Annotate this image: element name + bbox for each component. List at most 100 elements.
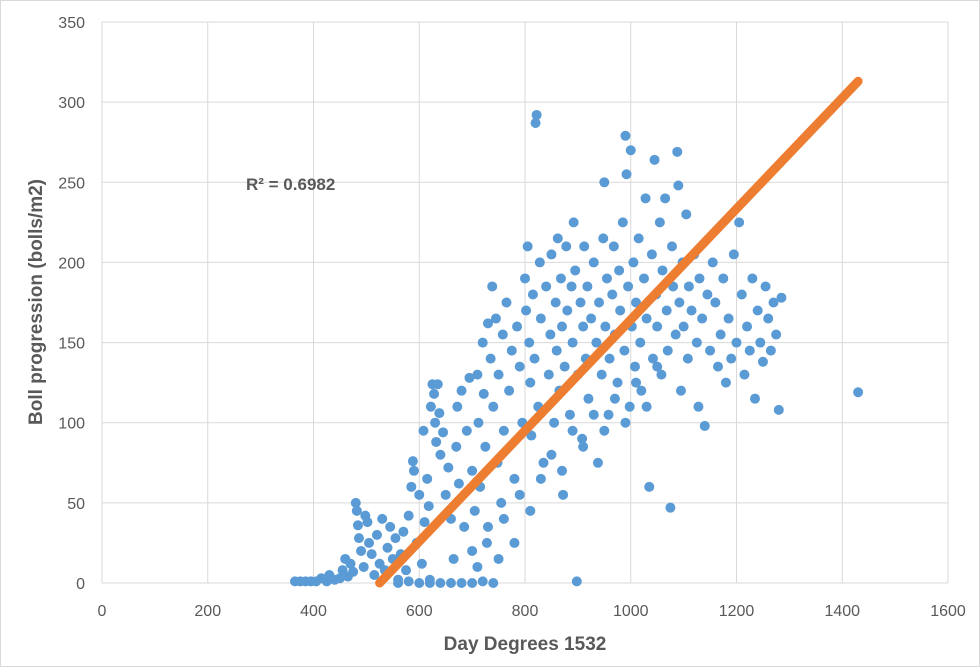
data-point	[521, 305, 532, 316]
data-point	[382, 542, 393, 553]
y-tick-label: 200	[58, 255, 85, 272]
data-point	[512, 321, 523, 332]
data-point	[448, 553, 459, 564]
data-point	[638, 273, 649, 284]
y-tick-label: 250	[58, 175, 85, 192]
data-point	[600, 321, 611, 332]
data-point	[467, 578, 478, 588]
data-point	[530, 117, 541, 128]
data-point	[675, 385, 686, 396]
data-point	[440, 489, 451, 500]
data-point	[534, 257, 545, 268]
data-point	[408, 465, 419, 476]
data-point	[496, 497, 507, 508]
data-point	[747, 273, 758, 284]
data-point	[401, 565, 412, 576]
data-point	[452, 401, 463, 412]
data-point	[567, 337, 578, 348]
data-point	[607, 289, 618, 300]
data-point	[599, 177, 610, 188]
data-point	[456, 385, 467, 396]
data-point	[652, 321, 663, 332]
data-point	[697, 313, 708, 324]
data-point	[744, 345, 755, 356]
data-point	[371, 529, 382, 540]
data-point	[594, 297, 605, 308]
data-point	[334, 573, 345, 584]
data-point	[578, 441, 589, 452]
data-point	[736, 289, 747, 300]
data-point	[461, 425, 472, 436]
data-point	[545, 329, 556, 340]
data-point	[445, 578, 456, 588]
data-point	[674, 297, 685, 308]
data-point	[647, 353, 658, 364]
trendline-layer	[375, 76, 863, 588]
data-point	[477, 337, 488, 348]
data-point	[549, 417, 560, 428]
data-point	[414, 489, 425, 500]
data-point	[557, 321, 568, 332]
data-point	[641, 401, 652, 412]
data-point	[728, 249, 739, 260]
data-point	[472, 369, 483, 380]
data-point	[434, 408, 445, 419]
data-point	[678, 321, 689, 332]
data-point	[398, 526, 409, 537]
data-point	[527, 289, 538, 300]
data-point	[734, 217, 745, 228]
data-point	[403, 510, 414, 521]
data-point	[633, 233, 644, 244]
data-point	[369, 569, 380, 580]
data-point	[451, 441, 462, 452]
data-point	[693, 401, 704, 412]
data-point	[473, 417, 484, 428]
y-tick-label: 150	[58, 336, 85, 353]
data-point	[520, 273, 530, 284]
data-point	[752, 305, 763, 316]
data-point	[416, 558, 427, 569]
data-point	[490, 313, 501, 324]
data-point	[529, 353, 540, 364]
data-point	[614, 265, 625, 276]
data-point	[456, 578, 467, 588]
x-tick-label: 200	[194, 603, 221, 620]
data-point	[660, 193, 671, 204]
data-point	[629, 361, 640, 372]
data-point	[348, 566, 359, 577]
r-squared-annotation: R² = 0.6982	[246, 175, 335, 194]
data-point	[604, 353, 615, 364]
x-tick-label: 600	[406, 603, 433, 620]
data-point	[601, 273, 612, 284]
data-point	[385, 521, 396, 532]
data-point	[773, 404, 784, 415]
data-point	[550, 297, 561, 308]
data-point	[459, 521, 470, 532]
data-point	[621, 169, 632, 180]
data-point	[497, 329, 508, 340]
data-point	[765, 345, 776, 356]
data-point	[598, 233, 609, 244]
data-point	[603, 409, 614, 420]
data-point	[438, 427, 449, 438]
data-point	[352, 520, 363, 531]
data-point	[551, 345, 562, 356]
data-point	[353, 533, 364, 544]
data-point	[493, 369, 504, 380]
x-axis-title: Day Degrees 1532	[444, 634, 607, 655]
data-point	[429, 388, 440, 399]
data-point	[487, 281, 498, 292]
data-point	[577, 433, 588, 444]
data-point	[654, 217, 665, 228]
data-point	[543, 369, 554, 380]
data-point	[478, 388, 489, 399]
data-point	[771, 329, 782, 340]
data-point	[665, 502, 676, 513]
data-point	[469, 505, 480, 516]
data-point	[364, 537, 375, 548]
x-tick-label: 1400	[824, 603, 860, 620]
data-point	[443, 462, 454, 473]
data-point	[524, 337, 535, 348]
data-point	[615, 305, 626, 316]
